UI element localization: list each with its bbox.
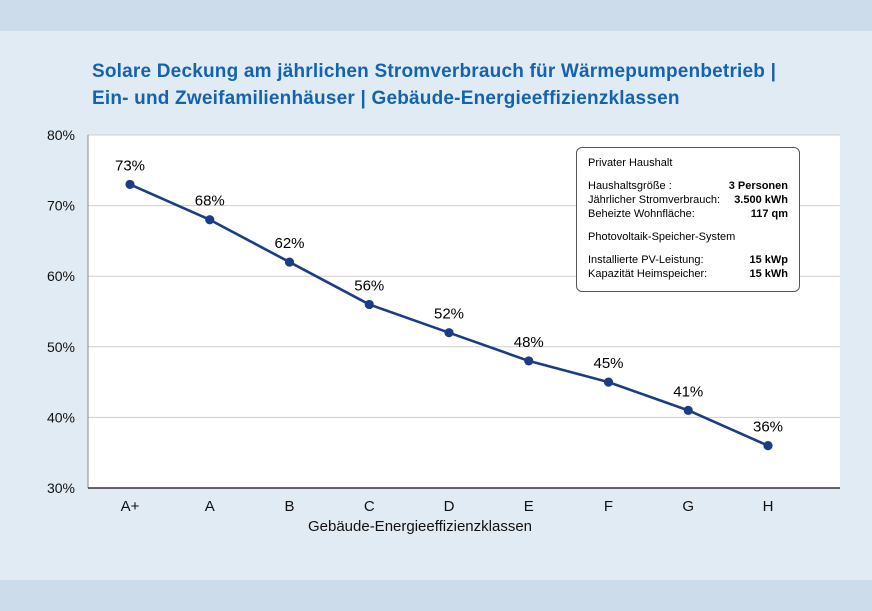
point-value-label: 48%	[514, 334, 544, 351]
info-box: Privater Haushalt Haushaltsgröße : 3 Pers…	[576, 147, 800, 292]
info-row-value: 3.500 kWh	[734, 194, 788, 206]
info-row-label: Kapazität Heimspeicher:	[588, 268, 708, 280]
data-point	[364, 299, 374, 310]
y-tick-label: 50%	[47, 339, 75, 355]
info-row: Beheizte Wohnfläche: 117 qm	[588, 207, 788, 221]
info-row-value: 15 kWp	[749, 254, 788, 266]
info-row: Kapazität Heimspeicher: 15 kWh	[588, 267, 788, 281]
data-point	[284, 257, 295, 267]
data-point	[524, 356, 534, 366]
info-row-value: 15 kWh	[749, 268, 788, 280]
point-value-label: 56%	[354, 277, 384, 294]
data-point	[603, 377, 614, 387]
point-value-label: 36%	[753, 419, 783, 436]
x-axis-title: Gebäude-Energieeffizienzklassen	[307, 518, 533, 535]
info-row: Installierte PV-Leistung: 15 kWp	[588, 253, 788, 267]
chart-title: Solare Deckung am jährlichen Stromverbra…	[92, 58, 776, 112]
x-tick-label: H	[763, 498, 774, 515]
x-tick-label: G	[682, 498, 694, 515]
x-tick-label: D	[444, 498, 455, 515]
household-rows: Haushaltsgröße :3 Personen Jährlicher Str…	[588, 179, 788, 221]
chart-title-line-2: Ein- und Zweifamilienhäuser | Gebäude-En…	[92, 88, 680, 109]
point-value-label: 73%	[115, 157, 145, 174]
info-row: Jährlicher Stromverbrauch: 3.500 kWh	[588, 193, 788, 207]
info-row-value: 3 Personen	[728, 180, 788, 192]
x-tick-label: C	[364, 498, 375, 515]
info-box-subheader: Photovoltaik-Speicher-System	[588, 231, 736, 243]
pv-system-rows: Installierte PV-Leistung: 15 kWp Kapazität…	[588, 253, 788, 281]
y-tick-label: 40%	[47, 409, 75, 425]
point-value-label: 41%	[673, 383, 703, 400]
x-tick-label: A	[205, 498, 215, 515]
point-value-label: 52%	[434, 306, 464, 323]
y-tick-label: 70%	[47, 198, 75, 214]
info-row-value: 117 qm	[750, 208, 788, 220]
info-row-label: Jährlicher Stromverbrauch:	[588, 194, 721, 206]
point-value-label: 62%	[274, 235, 304, 252]
y-tick-label: 80%	[47, 127, 75, 143]
data-point	[444, 328, 454, 338]
x-tick-label: A+	[121, 498, 140, 515]
y-tick-label: 30%	[47, 480, 75, 496]
point-value-label: 45%	[593, 355, 623, 372]
bottom-band	[0, 580, 872, 611]
x-tick-label: B	[284, 498, 294, 515]
x-tick-label: F	[604, 498, 613, 515]
chart-title-line-1: Solare Deckung am jährlichen Stromverbra…	[92, 61, 777, 82]
point-value-label: 68%	[195, 193, 225, 210]
data-point	[125, 179, 135, 190]
data-point	[683, 405, 693, 415]
info-row-label: Installierte PV-Leistung:	[588, 254, 704, 266]
info-row-label: Beheizte Wohnfläche:	[588, 208, 695, 220]
info-box-header: Privater Haushalt	[588, 157, 673, 169]
info-row-label: Haushaltsgröße :	[588, 180, 672, 192]
data-point	[205, 215, 215, 225]
x-tick-label: E	[524, 498, 534, 515]
info-row: Haushaltsgröße : 3 Personen	[588, 179, 788, 193]
top-band	[0, 0, 872, 31]
y-tick-label: 60%	[47, 268, 75, 284]
data-point	[763, 441, 773, 451]
